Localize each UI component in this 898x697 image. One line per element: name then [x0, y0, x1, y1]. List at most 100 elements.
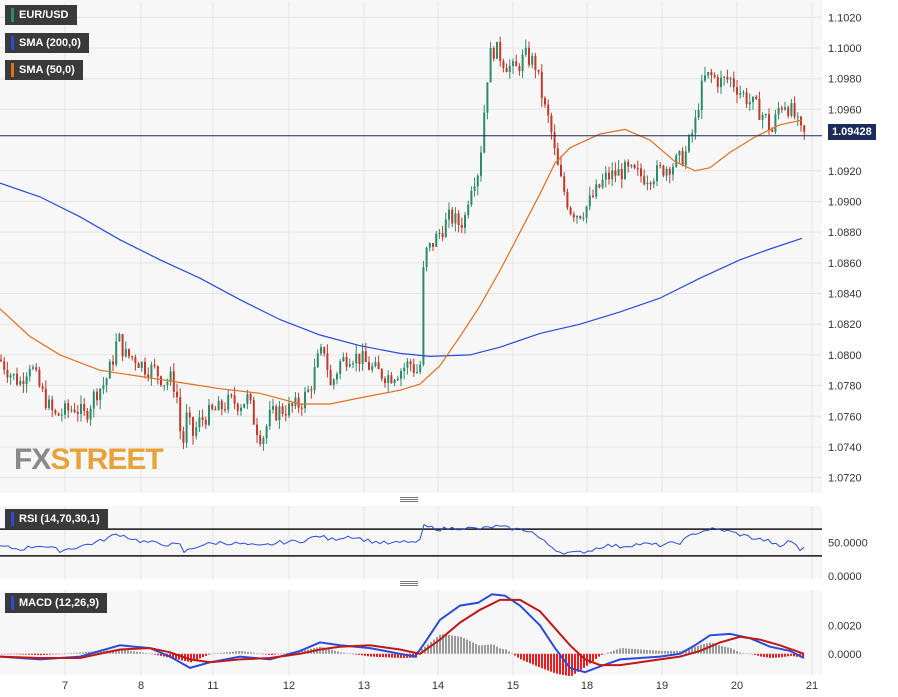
candle-body — [579, 216, 582, 219]
macd-histogram-bar — [148, 653, 150, 654]
rsi-y-tick-label: 50.0000 — [828, 538, 868, 550]
macd-histogram-bar — [178, 653, 180, 660]
macd-histogram-bar — [265, 653, 267, 655]
legend-symbol[interactable]: EUR/USD — [5, 5, 77, 25]
candle-body — [636, 168, 639, 170]
sma50-line — [0, 119, 803, 405]
candle-body — [227, 394, 230, 410]
macd-histogram-bar — [541, 653, 543, 669]
macd-histogram-bar — [382, 653, 384, 658]
macd-y-tick-label: 0.0000 — [828, 649, 862, 661]
macd-histogram-bar — [244, 651, 246, 654]
macd-histogram-bar — [775, 653, 777, 658]
macd-histogram-bar — [715, 644, 717, 654]
candle-body — [675, 155, 678, 167]
candle-body — [739, 92, 742, 95]
macd-histogram-bar — [358, 653, 360, 655]
candle-body — [582, 217, 585, 219]
macd-histogram-bar — [697, 645, 699, 654]
candle-body — [396, 378, 399, 381]
macd-histogram-bar — [157, 653, 159, 656]
candle-body — [323, 347, 326, 354]
macd-histogram-bar — [172, 653, 174, 659]
candle-body — [640, 168, 642, 177]
candle-body — [249, 393, 252, 401]
rsi-panel — [0, 506, 822, 579]
macd-histogram-bar — [730, 648, 732, 654]
macd-histogram-bar — [271, 653, 273, 656]
legend-sma200[interactable]: SMA (200,0) — [5, 33, 89, 53]
macd-histogram-bar — [253, 652, 255, 654]
macd-histogram-bar — [514, 653, 516, 656]
macd-histogram-bar — [634, 649, 636, 654]
macd-histogram-bar — [196, 653, 198, 660]
macd-histogram-bar — [127, 650, 129, 654]
candle-body — [643, 176, 646, 185]
candle-body — [553, 132, 556, 149]
candle-body — [256, 424, 258, 436]
candle-body — [646, 182, 649, 185]
macd-histogram-bar — [700, 644, 702, 654]
macd-histogram-bar — [787, 653, 789, 657]
macd-histogram-bar — [40, 653, 42, 656]
legend-macd-label: MACD (12,26,9) — [19, 597, 100, 609]
legend-macd[interactable]: MACD (12,26,9) — [5, 593, 108, 613]
candle-body — [9, 375, 12, 378]
macd-histogram-bar — [769, 653, 771, 658]
candle-body — [307, 389, 310, 392]
candle-body — [217, 400, 220, 411]
candle-body — [441, 233, 444, 238]
macd-histogram-bar — [238, 651, 240, 654]
macd-histogram-bar — [136, 651, 138, 654]
price-y-tick-label: 1.0740 — [828, 442, 862, 454]
macd-histogram-bar — [448, 635, 450, 654]
macd-histogram-bar — [100, 650, 102, 654]
price-y-tick-label: 1.0760 — [828, 411, 862, 423]
macd-histogram-bar — [592, 653, 594, 662]
macd-histogram-bar — [628, 648, 630, 654]
macd-histogram-bar — [400, 653, 402, 658]
candle-body — [182, 431, 185, 443]
macd-histogram-bar — [82, 652, 84, 654]
candle-body — [224, 409, 226, 411]
macd-histogram-bar — [760, 653, 762, 657]
candle-body — [25, 376, 28, 385]
candle-body — [761, 114, 764, 120]
macd-histogram-bar — [325, 648, 327, 654]
legend-sma50[interactable]: SMA (50,0) — [5, 60, 83, 80]
rsi-panel-resize-handle[interactable] — [400, 497, 418, 502]
candle-body — [416, 372, 418, 374]
macd-histogram-bar — [340, 652, 342, 654]
macd-histogram-bar — [445, 634, 447, 654]
price-candles — [0, 36, 806, 451]
macd-histogram-bar — [220, 652, 222, 654]
candle-body — [464, 215, 466, 228]
candle-body — [524, 47, 527, 55]
candle-body — [489, 47, 492, 83]
candle-body — [297, 397, 300, 408]
macd-histogram-bar — [784, 653, 786, 657]
legend-rsi[interactable]: RSI (14,70,30,1) — [5, 509, 108, 529]
candle-body — [691, 133, 694, 136]
macd-histogram-bar — [37, 653, 39, 656]
macd-histogram-bar — [7, 653, 9, 655]
macd-panel-resize-handle[interactable] — [400, 581, 418, 586]
macd-histogram-bar — [451, 635, 453, 654]
candle-body — [76, 412, 79, 414]
macd-histogram-bar — [88, 651, 90, 654]
candle-body — [240, 407, 242, 411]
macd-histogram-bar — [118, 649, 120, 654]
macd-histogram-bar — [442, 634, 444, 654]
macd-histogram-bar — [754, 653, 756, 655]
candle-body — [700, 80, 703, 111]
candle-body — [649, 182, 652, 185]
candle-body — [128, 349, 130, 357]
candle-body — [672, 166, 674, 175]
candle-body — [19, 381, 22, 385]
x-tick-label: 19 — [656, 680, 668, 692]
macd-histogram-bar — [748, 653, 750, 655]
candle-body — [787, 107, 790, 116]
macd-histogram-bar — [616, 649, 618, 654]
candle-body — [48, 399, 50, 408]
macd-histogram-bar — [211, 653, 213, 655]
